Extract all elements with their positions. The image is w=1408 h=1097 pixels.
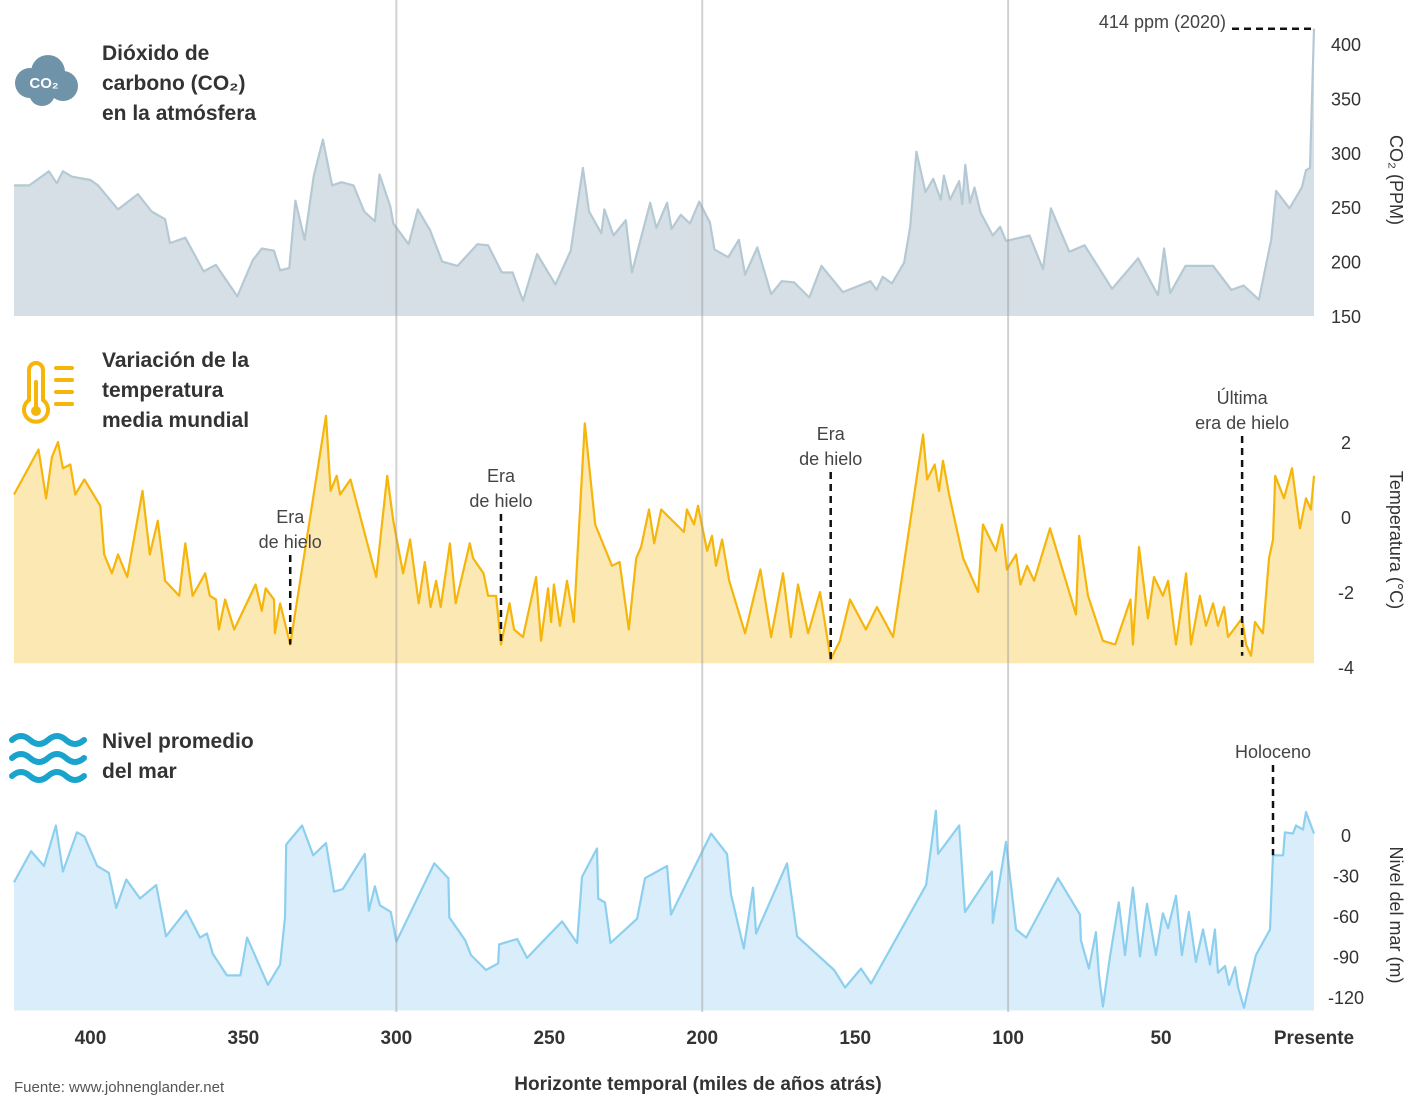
y-tick-label: -60 (1333, 907, 1359, 927)
area-line (13, 414, 1316, 661)
y-tick-label: -4 (1338, 658, 1354, 678)
y-axis-label: Temperatura (°C) (1386, 471, 1406, 609)
y-tick-label: 300 (1331, 144, 1361, 164)
thermometer-icon (22, 361, 74, 424)
panel-title: Nivel promedio (102, 730, 254, 753)
x-axis-label: Horizonte temporal (miles de años atrás) (514, 1074, 881, 1095)
x-tick-label: 300 (381, 1028, 413, 1049)
annotation: de hielo (259, 532, 322, 552)
x-tick-label: Presente (1274, 1028, 1354, 1049)
source: Fuente: www.johnenglander.net (14, 1079, 225, 1096)
x-tick-label: 100 (992, 1028, 1024, 1049)
y-tick-label: 400 (1331, 35, 1361, 55)
panel-title: carbono (CO₂) (102, 72, 246, 95)
x-tick-label: 200 (686, 1028, 718, 1049)
x-tick-label: 250 (533, 1028, 565, 1049)
annotation: Última (1217, 387, 1269, 408)
annotation: de hielo (469, 491, 532, 511)
x-tick-label: 50 (1150, 1028, 1171, 1049)
y-tick-label: 150 (1331, 307, 1361, 327)
x-tick-label: 400 (75, 1028, 107, 1049)
y-axis-label: Nivel del mar (m) (1386, 846, 1406, 983)
y-tick-label: -90 (1333, 948, 1359, 968)
area-fill (14, 415, 1314, 664)
y-tick-label: 200 (1331, 253, 1361, 273)
y-tick-label: 0 (1341, 508, 1351, 528)
y-axis-label: CO₂ (PPM) (1386, 135, 1406, 225)
co2-icon: CO₂ (15, 55, 78, 106)
y-tick-label: 250 (1331, 198, 1361, 218)
y-tick-label: 2 (1341, 433, 1351, 453)
y-tick-label: -30 (1333, 867, 1359, 887)
annotation: 414 ppm (2020) (1099, 12, 1226, 32)
annotation: de hielo (799, 449, 862, 469)
area-line (14, 28, 1316, 302)
area-fill (14, 810, 1314, 1011)
icons: CO₂ (9, 55, 87, 783)
annotation: Era (276, 507, 305, 527)
icon-label: CO₂ (29, 75, 58, 92)
annotation: Era (817, 424, 846, 444)
annotation: Era (487, 466, 516, 486)
area-line (13, 809, 1316, 1009)
y-tick-label: -2 (1338, 583, 1354, 603)
panel-title: Variación de la (102, 349, 249, 372)
x-tick-label: 150 (839, 1028, 871, 1049)
annotation: era de hielo (1195, 413, 1289, 433)
area-fill (14, 28, 1314, 316)
panel-title: del mar (102, 760, 177, 783)
panel-title: temperatura (102, 379, 224, 402)
panel-title: media mundial (102, 409, 249, 432)
y-tick-label: 0 (1341, 826, 1351, 846)
y-tick-label: 350 (1331, 89, 1361, 109)
waves-icon (9, 733, 87, 783)
x-tick-label: 350 (228, 1028, 260, 1049)
y-tick-label: -120 (1328, 988, 1364, 1008)
panel-title: en la atmósfera (102, 102, 256, 125)
annotation: Holoceno (1235, 742, 1311, 762)
panel-title: Dióxido de (102, 42, 209, 65)
